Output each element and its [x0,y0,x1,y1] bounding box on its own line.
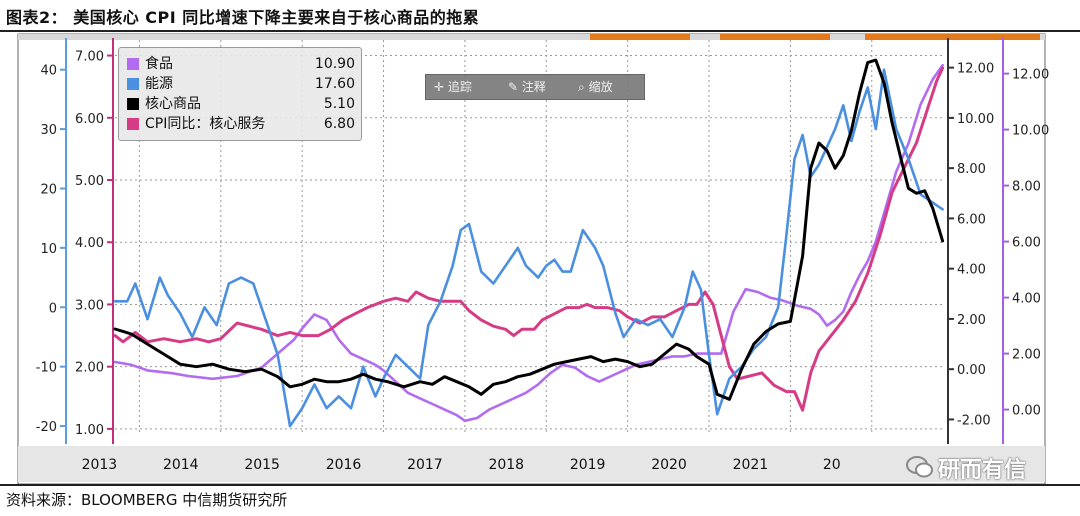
goods-axis-tick-label-5: 4.00 [957,263,986,278]
goods-axis-tick-label-6: 2.00 [957,313,986,328]
header-tab-1 [590,34,690,40]
legend-label-food: 食品 [145,56,173,72]
series-line-core-goods [113,58,945,401]
legend-swatch-core-services [127,118,139,130]
legend-label-core-goods: 核心商品 [145,96,201,112]
chart-header-band [18,34,1045,40]
goods-axis-tick-label-4: 6.00 [957,212,986,227]
goods-axis-tick-label-2: 10.00 [957,112,994,127]
legend-value-food: 10.90 [314,56,355,72]
energy-axis-tick-label-3: 20 [40,182,57,197]
trace-button[interactable]: ✛ 追踪 [434,77,472,97]
legend-label-energy: 能源 [145,76,173,92]
energy-axis-tick-label-6: -10 [36,361,57,376]
x-tick-label-7: 2019 [570,457,606,473]
annotate-button[interactable]: ✎ 注释 [508,77,546,97]
food-axis-tick-label-7: 0.00 [1012,404,1041,419]
header-tab-3 [865,34,1040,40]
legend-label-core-services: CPI同比：核心服务 [145,116,266,132]
date-strip [18,446,1045,482]
legend-value-core-goods: 5.10 [323,96,355,112]
x-tick-label-10: 20 [823,457,841,473]
x-tick-label-8: 2020 [651,457,687,473]
energy-axis-tick-label-2: 30 [40,123,57,138]
services-axis-tick-label-7: 1.00 [75,423,104,438]
legend-value-energy: 17.60 [314,76,355,92]
legend-entry-energy[interactable]: 能源 17.60 [127,74,355,94]
legend-swatch-energy [127,78,139,90]
food-axis-tick-label-3: 8.00 [1012,180,1041,195]
x-tick-label-5: 2017 [407,457,443,473]
legend-swatch-food [127,58,139,70]
legend-entry-food[interactable]: 食品 10.90 [127,54,355,74]
services-axis-tick-label-6: 2.00 [75,361,104,376]
x-tick-label-1: 2013 [82,457,118,473]
pencil-icon: ✎ [508,80,519,94]
trace-button-label: 追踪 [447,80,472,94]
energy-axis-tick-label-7: -20 [36,420,57,435]
series-line-food [113,63,944,423]
legend-swatch-core-goods [127,98,139,110]
chart-legend: 食品 10.90 能源 17.60 核心商品 5.10 CPI同比：核心服务 6… [118,47,362,141]
zoom-button[interactable]: ⌕ 缩放 [578,77,613,97]
x-tick-label-3: 2015 [244,457,280,473]
services-axis-tick-label-4: 4.00 [75,236,104,251]
header-tab-2 [720,34,830,40]
legend-entry-core-goods[interactable]: 核心商品 5.10 [127,94,355,114]
magnifier-icon: ⌕ [578,80,585,94]
goods-axis-tick-label-7: 0.00 [957,363,986,378]
energy-axis-tick-label-1: 40 [40,64,57,79]
services-axis-tick-label-2: 6.00 [75,112,104,127]
chart-toolbar: ✛ 追踪 ✎ 注释 ⌕ 缩放 [425,74,645,100]
x-tick-label-2: 2014 [163,457,199,473]
series-line-core-services [113,66,945,412]
food-axis-tick-label-6: 2.00 [1012,348,1041,363]
goods-axis-tick-label-8: -2.00 [957,413,991,428]
x-tick-label-4: 2016 [326,457,362,473]
legend-value-core-services: 6.80 [323,116,355,132]
food-axis-tick-label-2: 10.00 [1012,124,1049,139]
series-line-energy [113,68,944,428]
food-axis-tick-label-5: 4.00 [1012,292,1041,307]
wechat-icon [906,456,933,478]
x-tick-label-6: 2018 [488,457,524,473]
watermark-text: 研而有信 [938,458,1027,483]
services-axis-tick-label-3: 5.00 [75,174,104,189]
energy-axis-tick-label-4: 10 [40,242,57,257]
crosshair-icon: ✛ [434,80,445,94]
legend-entry-core-services[interactable]: CPI同比：核心服务 6.80 [127,114,355,134]
goods-axis-tick-label-1: 12.00 [957,62,994,77]
food-axis-tick-label-1: 12.00 [1012,68,1049,83]
footer-divider [0,484,1080,486]
figure-title: 图表2： 美国核心 CPI 同比增速下降主要来自于核心商品的拖累 [6,8,480,27]
title-divider [0,30,1080,32]
services-axis-tick-label-5: 3.00 [75,298,104,313]
food-axis-tick-label-4: 6.00 [1012,236,1041,251]
services-axis-tick-label-1: 7.00 [75,50,104,65]
goods-axis-tick-label-3: 8.00 [957,162,986,177]
annotate-button-label: 注释 [521,80,546,94]
energy-axis-tick-label-5: 0 [49,301,57,316]
source-note: 资料来源：BLOOMBERG 中信期货研究所 [6,491,288,509]
watermark: 研而有信 [906,452,1056,483]
zoom-button-label: 缩放 [588,80,613,94]
x-tick-label-9: 2021 [733,457,769,473]
